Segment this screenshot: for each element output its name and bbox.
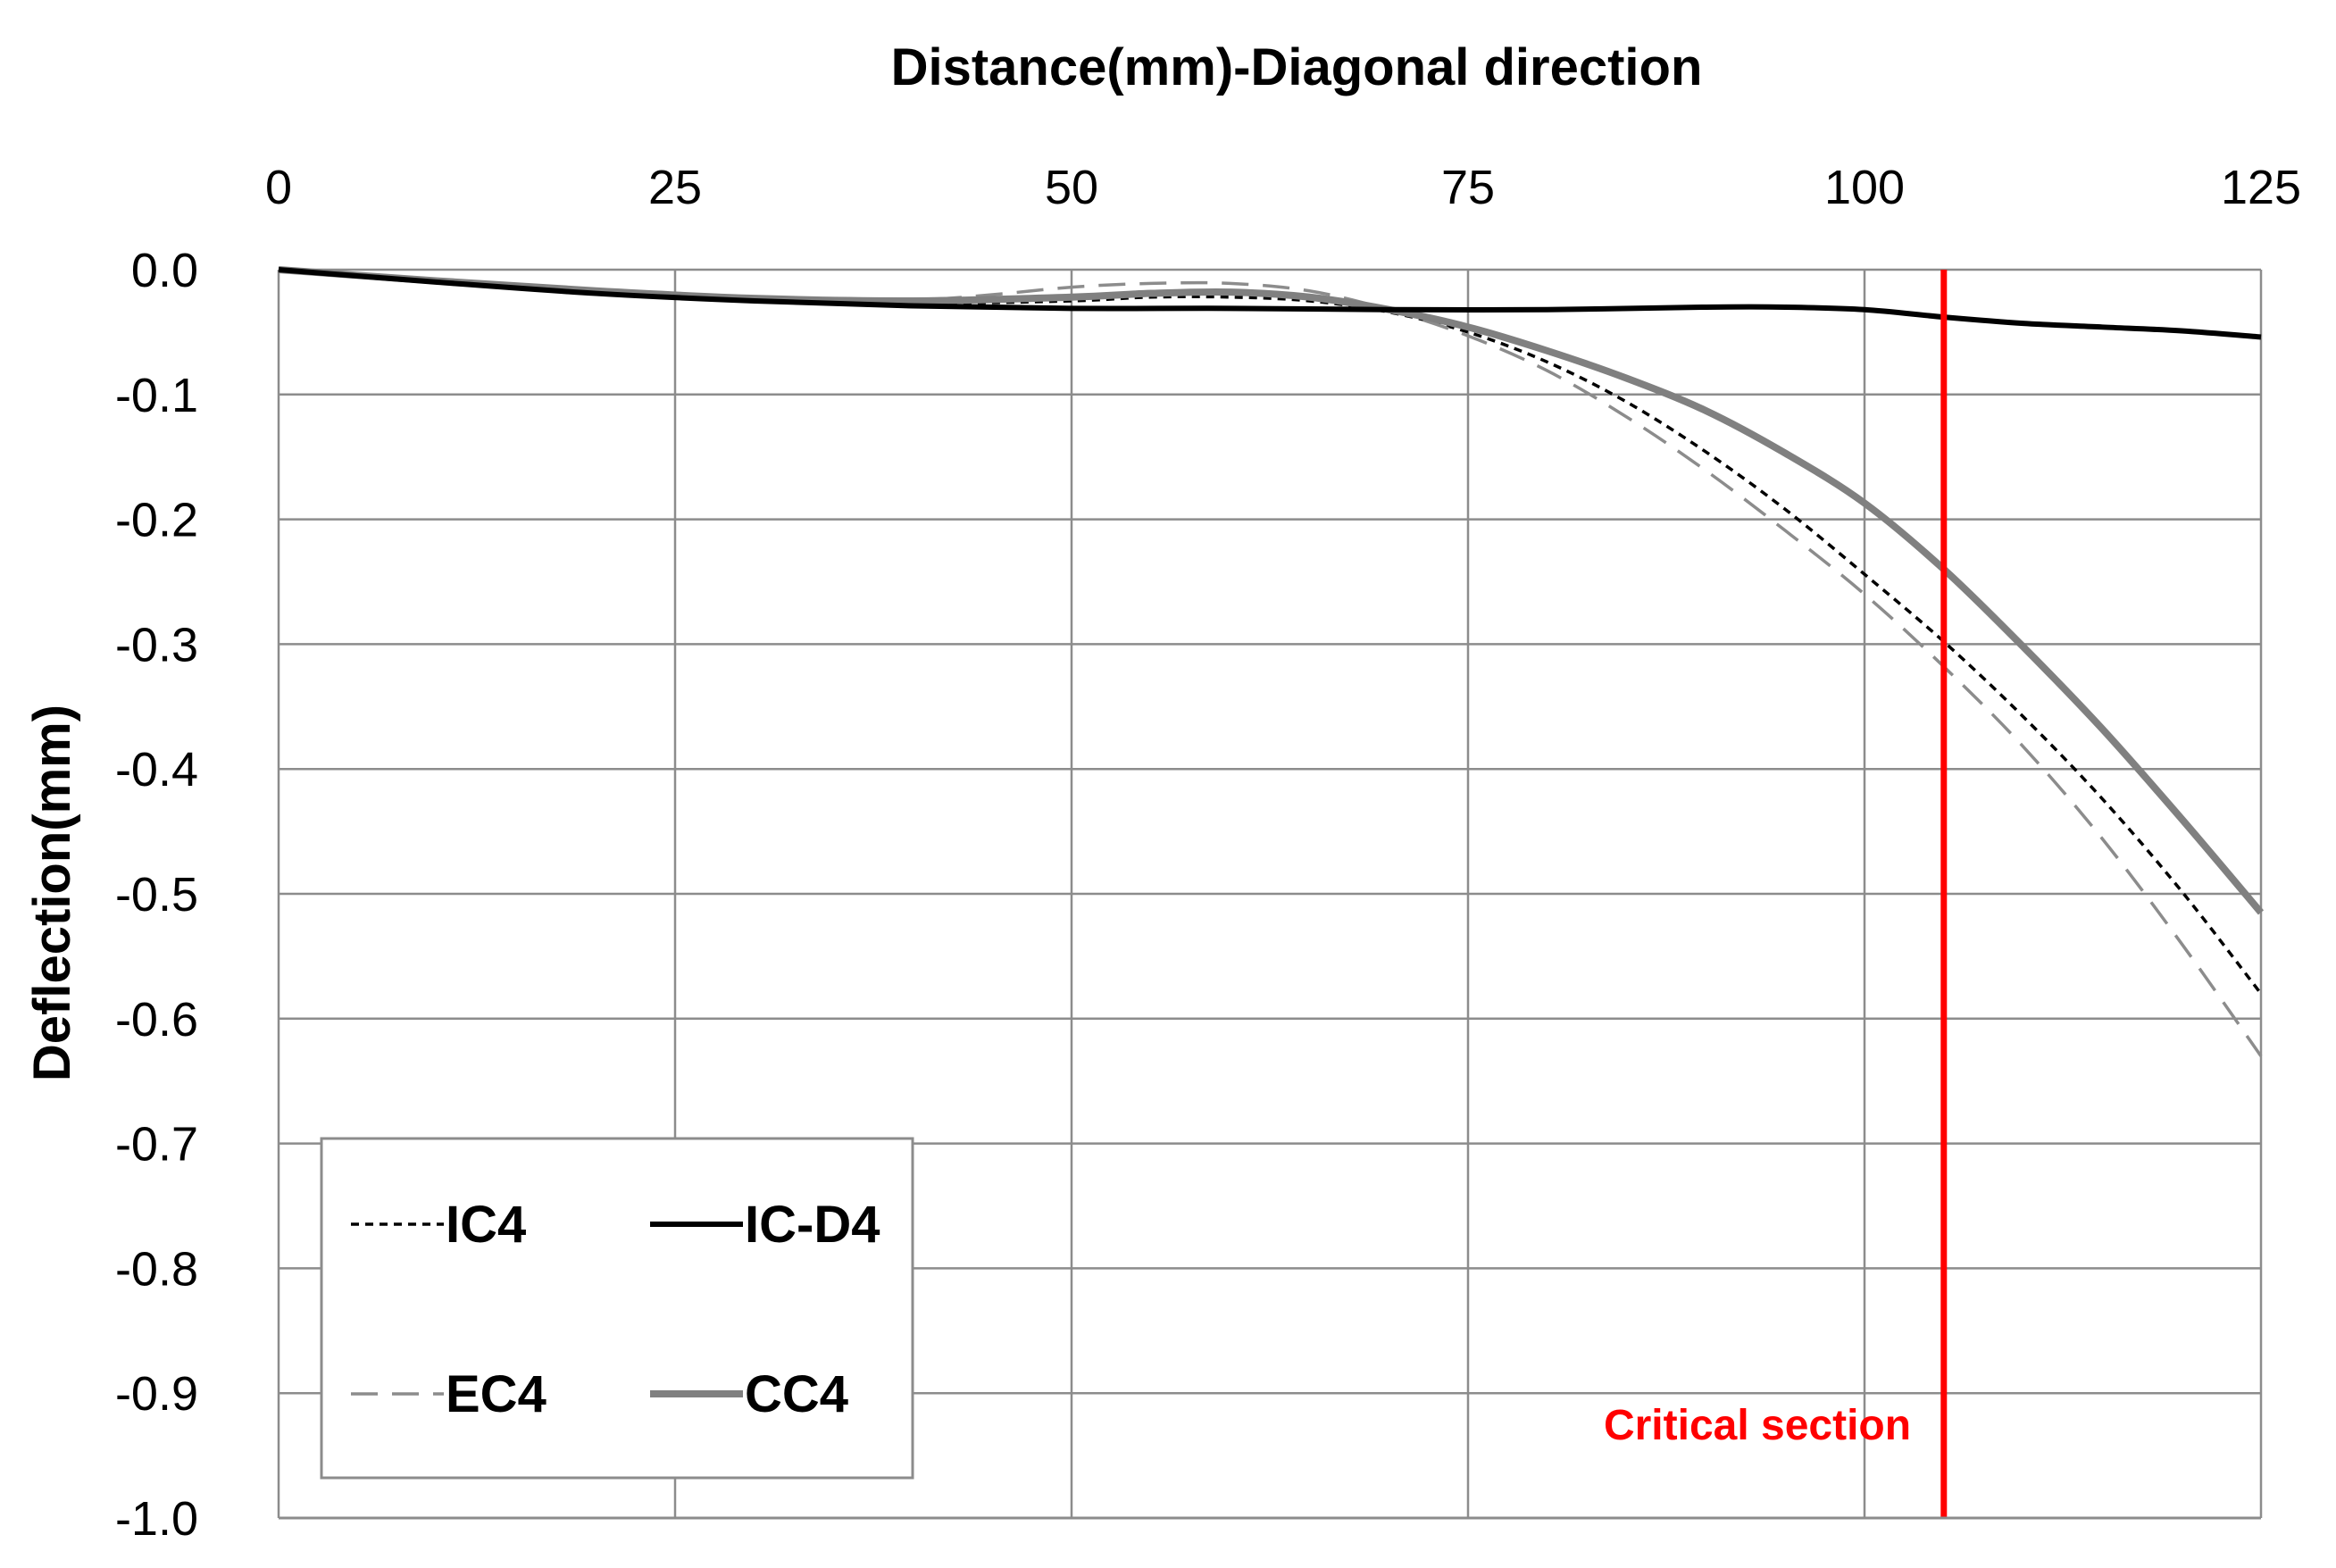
y-axis-title: Deflection(mm) (23, 705, 81, 1081)
legend-label-ic-d4: IC-D4 (745, 1196, 880, 1254)
legend-label-cc4: CC4 (745, 1365, 848, 1423)
x-tick-label: 125 (2221, 161, 2301, 214)
series-line-ic-d4 (278, 267, 2262, 340)
y-tick-label: -0.6 (115, 993, 198, 1047)
x-tick-label: 75 (1441, 161, 1495, 214)
axes: 0 25 50 75 100 125 0.0 -0.1 -0.2 -0.3 -0.4 -0.5 -0.6… (115, 161, 2301, 1546)
y-tick-label: -0.7 (115, 1118, 198, 1172)
legend-label-ec4: EC4 (446, 1365, 546, 1423)
x-tick-label: 100 (1824, 161, 1905, 214)
series-lines (278, 266, 2265, 1057)
legend-label-ic4: IC4 (446, 1196, 526, 1254)
y-tick-label: -0.8 (115, 1242, 198, 1296)
y-tick-label: 0.0 (131, 244, 198, 297)
gridlines (277, 268, 2263, 1520)
y-tick-label: -0.3 (115, 618, 198, 671)
legend-box (320, 1137, 914, 1480)
y-tick-label: -0.9 (115, 1367, 198, 1421)
critical-section-label: Critical section (1604, 1402, 1911, 1449)
x-axis-title: Distance(mm)-Diagonal direction (891, 38, 1703, 96)
x-tick-label: 25 (648, 161, 702, 214)
annotations: Critical section (1604, 270, 1948, 1518)
y-tick-label: -0.2 (115, 494, 198, 547)
y-tick-label: -0.4 (115, 743, 198, 797)
y-tick-label: -1.0 (115, 1492, 198, 1546)
legend: IC4 IC-D4 EC4 CC4 (320, 1137, 914, 1480)
y-tick-label: -0.1 (115, 369, 198, 422)
y-tick-label: -0.5 (115, 868, 198, 922)
x-tick-label: 0 (265, 161, 292, 214)
x-tick-label: 50 (1045, 161, 1098, 214)
